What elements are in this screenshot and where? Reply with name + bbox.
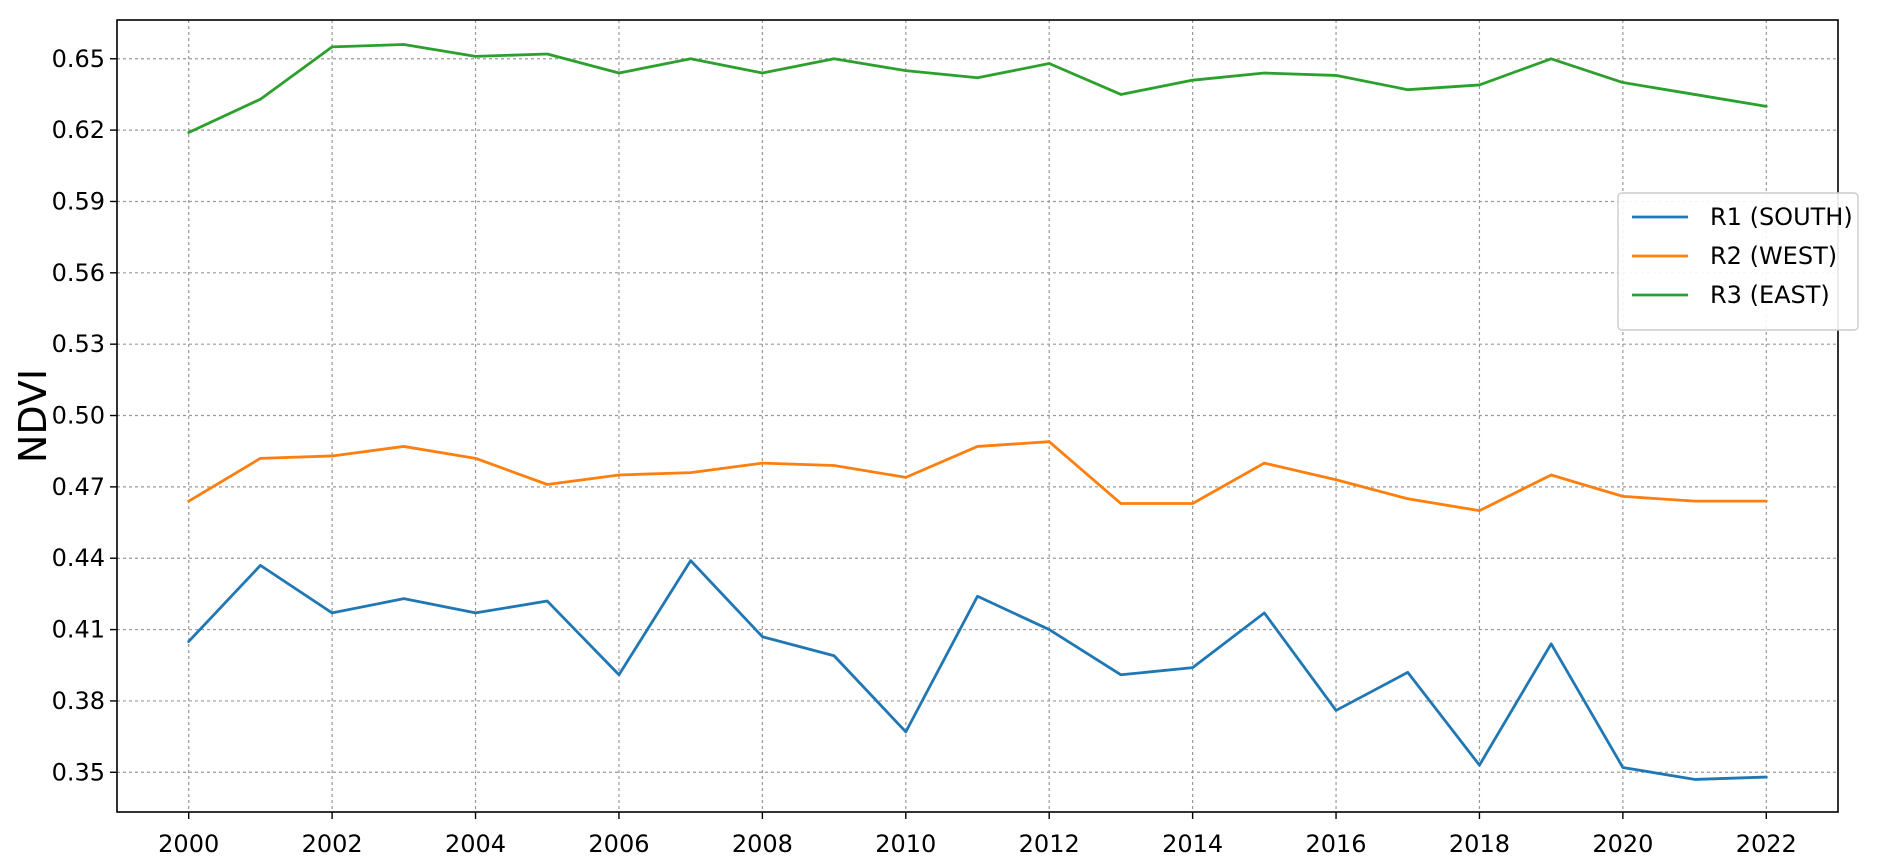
- y-tick-label: 0.41: [52, 616, 105, 644]
- x-tick-label: 2018: [1449, 830, 1510, 858]
- x-tick-label: 2010: [875, 830, 936, 858]
- legend-label: R3 (EAST): [1710, 281, 1830, 309]
- x-tick-label: 2016: [1306, 830, 1367, 858]
- x-tick-label: 2020: [1592, 830, 1653, 858]
- series-line-1: [187, 559, 1768, 781]
- y-tick-label: 0.56: [52, 259, 105, 287]
- x-tick-label: 2022: [1736, 830, 1797, 858]
- y-axis-title: NDVI: [11, 369, 55, 463]
- x-tick-label: 2012: [1019, 830, 1080, 858]
- y-tick-label: 0.62: [52, 116, 105, 144]
- y-axis-title-group: NDVI: [11, 369, 55, 463]
- series-line-2: [187, 440, 1768, 513]
- series-line-3: [187, 43, 1768, 134]
- legend-label: R2 (WEST): [1710, 242, 1837, 270]
- axis-ticks: 2000 2002 2004 2006 2008 2010 2012 2014 2016 2018…: [52, 45, 1797, 858]
- y-tick-label: 0.53: [52, 330, 105, 358]
- grid-lines: [117, 20, 1838, 812]
- y-tick-label: 0.65: [52, 45, 105, 73]
- x-tick-label: 2008: [732, 830, 793, 858]
- x-tick-label: 2000: [158, 830, 219, 858]
- y-tick-label: 0.47: [52, 473, 105, 501]
- x-tick-label: 2006: [588, 830, 649, 858]
- y-tick-label: 0.38: [52, 687, 105, 715]
- y-tick-label: 0.59: [52, 187, 105, 215]
- y-tick-label: 0.35: [52, 758, 105, 786]
- y-tick-label: 0.44: [52, 544, 105, 572]
- x-tick-label: 2004: [445, 830, 506, 858]
- legend-label: R1 (SOUTH): [1710, 203, 1853, 231]
- x-tick-label: 2014: [1162, 830, 1223, 858]
- series-lines: [187, 43, 1768, 781]
- y-tick-label: 0.50: [52, 402, 105, 430]
- x-tick-label: 2002: [302, 830, 363, 858]
- legend: R1 (SOUTH) R2 (WEST) R3 (EAST): [1617, 192, 1859, 331]
